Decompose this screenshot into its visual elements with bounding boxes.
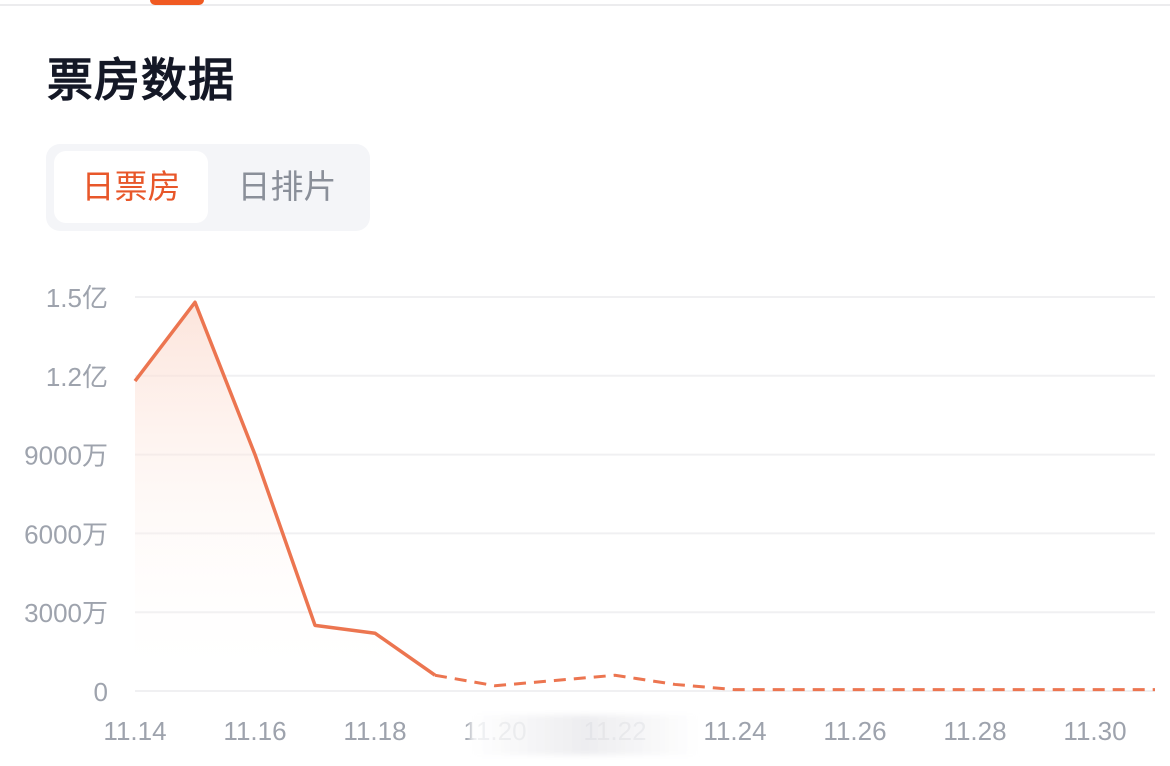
y-tick-label: 1.2亿 [46, 362, 108, 392]
top-divider [0, 4, 1170, 6]
y-tick-label: 1.5亿 [46, 283, 108, 313]
area-fill [135, 302, 435, 691]
y-tick-label: 6000万 [24, 519, 108, 549]
tab-daily-box-office[interactable]: 日票房 [54, 151, 208, 223]
x-tick-label: 11.18 [343, 716, 406, 746]
y-tick-label: 9000万 [24, 441, 108, 471]
x-tick-label: 11.14 [103, 716, 166, 746]
x-tick-label: 11.28 [943, 716, 1006, 746]
active-tab-indicator [150, 0, 204, 5]
page-title: 票房数据 [47, 53, 235, 107]
x-tick-label: 11.24 [703, 716, 766, 746]
segmented-control: 日票房 日排片 [46, 144, 370, 231]
series-line-actual [133, 300, 437, 677]
x-tick-label: 11.26 [823, 716, 886, 746]
x-tick-label: 11.30 [1063, 716, 1126, 746]
y-tick-label: 0 [94, 677, 108, 707]
tab-daily-screenings[interactable]: 日排片 [237, 167, 337, 206]
watermark [470, 715, 700, 755]
y-tick-label: 3000万 [24, 598, 108, 628]
x-tick-label: 11.16 [223, 716, 286, 746]
series-line-forecast [434, 673, 1155, 692]
